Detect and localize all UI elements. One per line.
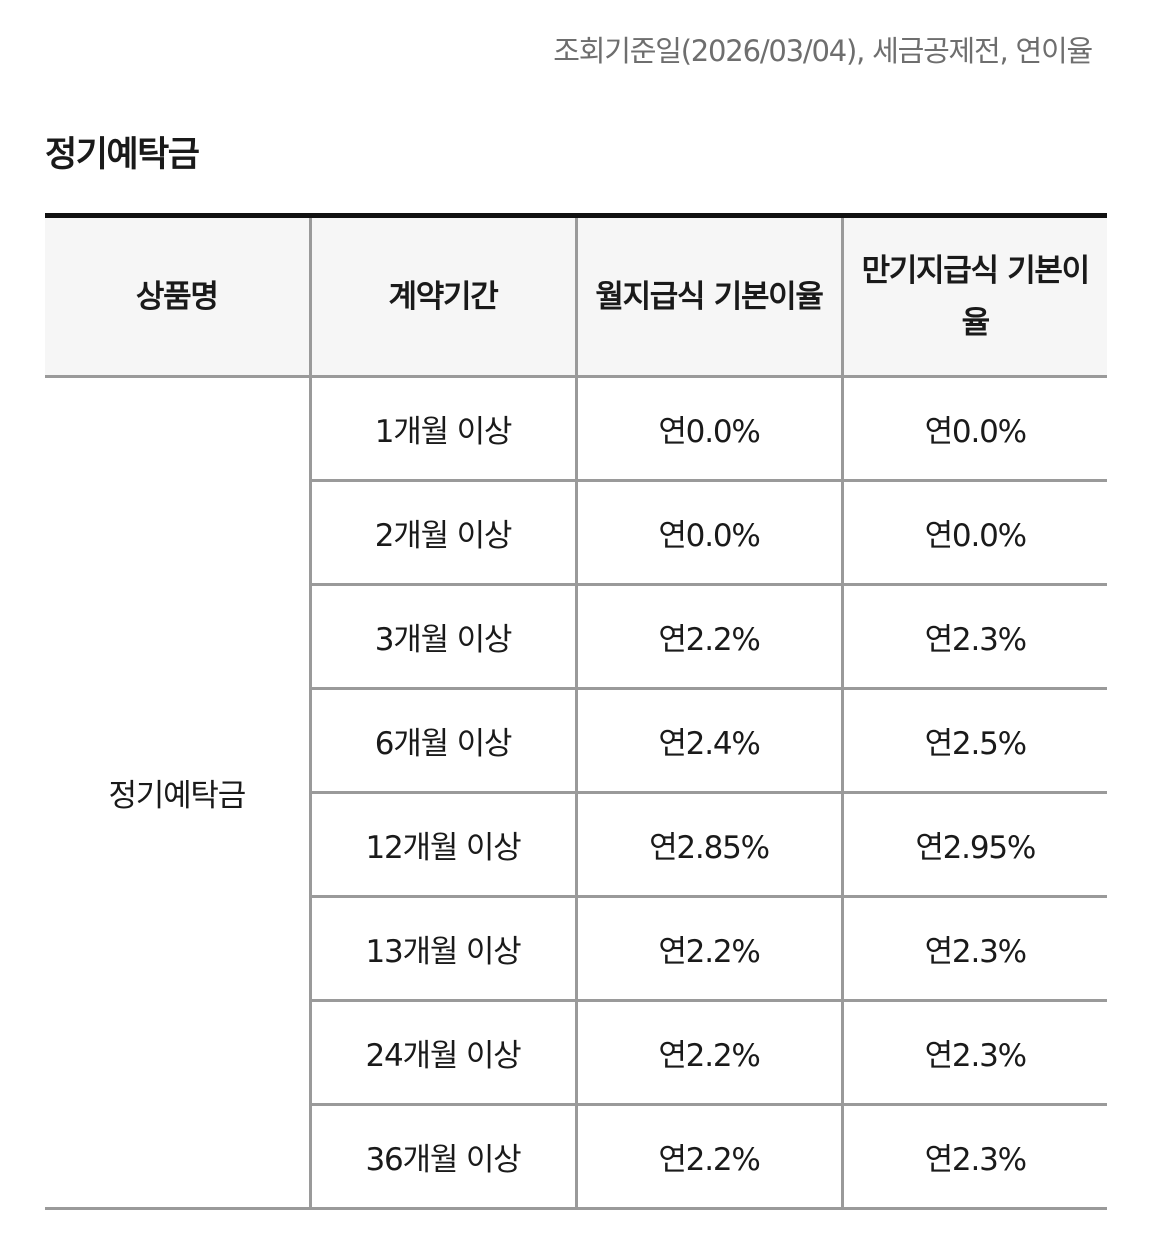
period-cell: 12개월 이상 [308, 792, 576, 898]
monthly-rate-cell: 연2.85% [574, 792, 842, 898]
header-contract-period: 계약기간 [308, 215, 576, 378]
monthly-rate-cell: 연2.2% [574, 1104, 842, 1210]
header-maturity-rate: 만기지급식 기본이율 [840, 215, 1107, 378]
period-cell: 3개월 이상 [308, 584, 576, 690]
table-row: 36개월 이상 연2.2% 연2.3% [45, 1104, 1107, 1210]
period-cell: 13개월 이상 [308, 896, 576, 1002]
period-cell: 36개월 이상 [308, 1104, 576, 1210]
table-row: 정기예탁금 1개월 이상 연0.0% 연0.0% [45, 376, 1107, 1210]
header-monthly-rate: 월지급식 기본이율 [574, 215, 842, 378]
maturity-rate-cell: 연2.3% [840, 1104, 1107, 1210]
monthly-rate-cell: 연2.4% [574, 688, 842, 794]
table-row: 13개월 이상 연2.2% 연2.3% [45, 896, 1107, 1002]
maturity-rate-cell: 연2.5% [840, 688, 1107, 794]
monthly-rate-cell: 연2.2% [574, 1000, 842, 1106]
period-cell: 1개월 이상 [308, 376, 576, 482]
table-row: 3개월 이상 연2.2% 연2.3% [45, 584, 1107, 690]
monthly-rate-cell: 연0.0% [574, 480, 842, 586]
table-header-row: 상품명 계약기간 월지급식 기본이율 만기지급식 기본이율 [45, 215, 1107, 378]
rate-reference-note: 조회기준일(2026/03/04), 세금공제전, 연이율 [553, 34, 1093, 68]
maturity-rate-cell: 연0.0% [840, 376, 1107, 482]
maturity-rate-cell: 연2.3% [840, 1000, 1107, 1106]
interest-rate-table: 상품명 계약기간 월지급식 기본이율 만기지급식 기본이율 정기예탁금 1개월 … [45, 213, 1107, 1210]
table-row: 2개월 이상 연0.0% 연0.0% [45, 480, 1107, 586]
monthly-rate-cell: 연2.2% [574, 896, 842, 1002]
period-cell: 2개월 이상 [308, 480, 576, 586]
period-cell: 24개월 이상 [308, 1000, 576, 1106]
section-title: 정기예탁금 [45, 135, 200, 175]
table-row: 12개월 이상 연2.85% 연2.95% [45, 792, 1107, 898]
monthly-rate-cell: 연2.2% [574, 584, 842, 690]
period-cell: 6개월 이상 [308, 688, 576, 794]
product-name-cell: 정기예탁금 [45, 376, 310, 1210]
maturity-rate-cell: 연2.95% [840, 792, 1107, 898]
maturity-rate-cell: 연0.0% [840, 480, 1107, 586]
header-product-name: 상품명 [45, 215, 310, 378]
table-row: 24개월 이상 연2.2% 연2.3% [45, 1000, 1107, 1106]
table-row: 6개월 이상 연2.4% 연2.5% [45, 688, 1107, 794]
maturity-rate-cell: 연2.3% [840, 896, 1107, 1002]
maturity-rate-cell: 연2.3% [840, 584, 1107, 690]
monthly-rate-cell: 연0.0% [574, 376, 842, 482]
